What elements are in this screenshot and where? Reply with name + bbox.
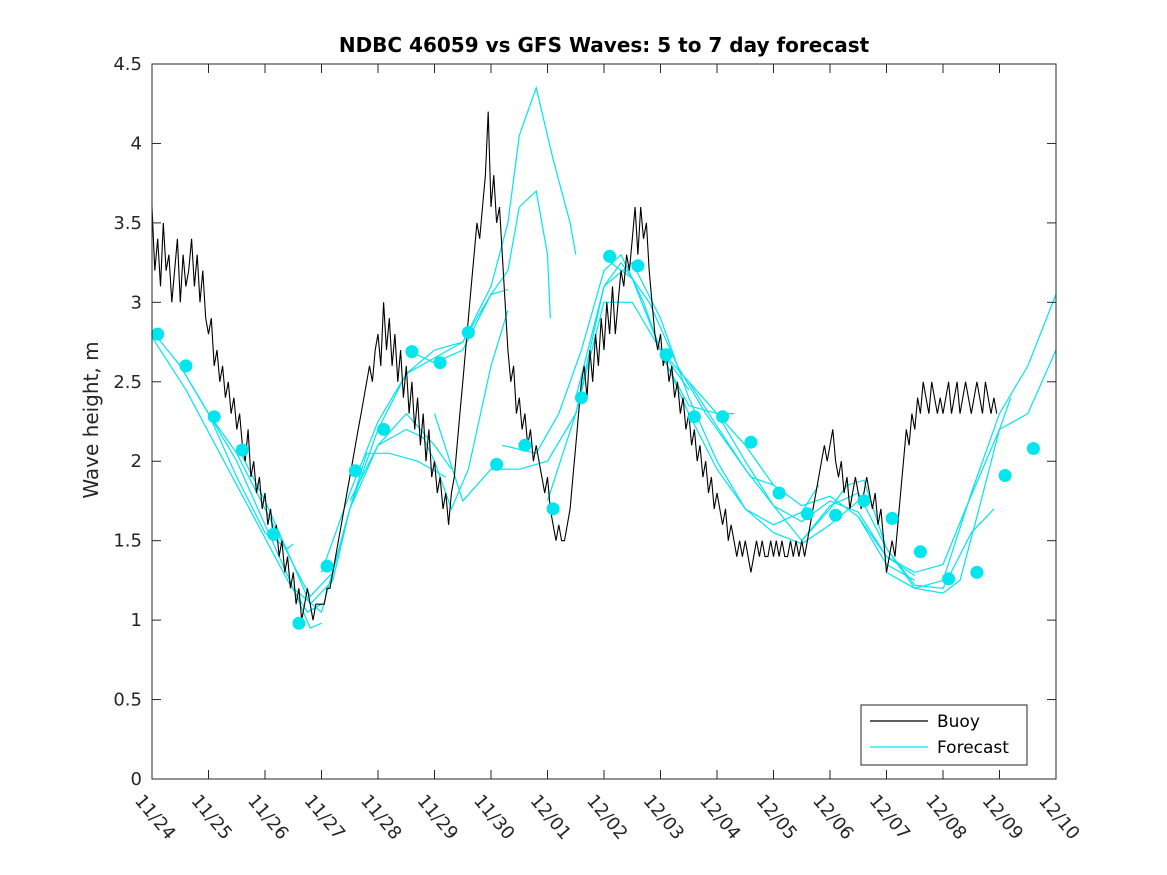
x-tick-label: 11/29 bbox=[413, 791, 462, 844]
forecast-marker bbox=[1026, 442, 1040, 455]
forecast-marker bbox=[574, 391, 588, 405]
forecast-marker bbox=[151, 327, 165, 341]
forecast-marker bbox=[659, 348, 673, 362]
forecast-line bbox=[688, 381, 916, 577]
forecast-marker bbox=[461, 326, 475, 339]
forecast-marker bbox=[546, 502, 560, 516]
x-tick-label: 12/10 bbox=[1034, 791, 1083, 844]
forecast-marker bbox=[267, 527, 280, 541]
forecast-marker bbox=[772, 486, 786, 500]
forecast-marker bbox=[970, 565, 984, 579]
forecast-marker bbox=[603, 249, 617, 263]
forecast-marker bbox=[405, 345, 419, 359]
x-tick-label: 12/02 bbox=[582, 791, 631, 844]
x-tick-label: 12/01 bbox=[526, 791, 575, 844]
forecast-marker bbox=[179, 359, 193, 373]
plot-frame bbox=[151, 63, 1057, 780]
forecast-line bbox=[502, 253, 734, 454]
x-tick-label: 11/25 bbox=[187, 791, 236, 844]
x-tick-label: 12/05 bbox=[752, 791, 801, 844]
forecast-marker bbox=[744, 435, 758, 449]
x-tick-label: 12/09 bbox=[978, 791, 1027, 844]
forecast-marker bbox=[829, 508, 843, 522]
buoy-line bbox=[151, 111, 998, 621]
forecast-marker bbox=[885, 511, 899, 525]
y-tick-label: 0 bbox=[131, 769, 142, 790]
legend-forecast-label: Forecast bbox=[937, 738, 1009, 758]
forecast-line bbox=[857, 349, 1057, 574]
forecast-line bbox=[320, 85, 577, 573]
forecast-line bbox=[603, 257, 859, 545]
chart-title: NDBC 46059 vs GFS Waves: 5 to 7 day fore… bbox=[339, 33, 870, 57]
forecast-marker bbox=[235, 443, 249, 457]
forecast-line bbox=[801, 397, 1012, 594]
forecast-marker bbox=[998, 469, 1012, 482]
x-tick-label: 11/26 bbox=[243, 791, 292, 844]
x-tick-label: 11/24 bbox=[130, 791, 179, 844]
x-tick-label: 11/28 bbox=[356, 791, 405, 844]
forecast-marker bbox=[631, 259, 645, 273]
forecast-marker bbox=[942, 572, 956, 586]
forecast-line bbox=[349, 310, 509, 511]
legend: Buoy Forecast bbox=[860, 704, 1028, 766]
forecast-line bbox=[659, 352, 916, 581]
forecast-marker bbox=[716, 410, 730, 424]
y-tick-label: 0.5 bbox=[113, 690, 142, 711]
y-tick-label: 4.5 bbox=[113, 54, 142, 75]
forecast-marker bbox=[490, 457, 504, 471]
forecast-marker bbox=[320, 559, 334, 573]
forecast-line bbox=[292, 189, 551, 614]
y-tick-label: 1 bbox=[131, 610, 142, 631]
y-tick-label: 1.5 bbox=[113, 531, 142, 552]
forecast-line bbox=[151, 336, 322, 614]
forecast-line bbox=[433, 301, 690, 503]
forecast-marker bbox=[687, 410, 701, 424]
y-tick-label: 2 bbox=[131, 451, 142, 472]
y-tick-label: 4 bbox=[131, 133, 142, 154]
y-tick-label: 2.5 bbox=[113, 372, 142, 393]
forecast-line bbox=[716, 413, 995, 589]
forecast-marker bbox=[518, 438, 532, 452]
forecast-line bbox=[575, 261, 820, 526]
x-tick-label: 11/27 bbox=[300, 791, 349, 844]
forecast-marker bbox=[292, 616, 306, 630]
forecast-marker bbox=[800, 507, 814, 521]
y-axis: 0 0.5 1 1.5 2 2.5 3 3.5 4 4.5 bbox=[113, 54, 1056, 790]
forecast-marker bbox=[857, 494, 871, 508]
y-axis-label: Wave height, m bbox=[79, 341, 103, 498]
legend-box bbox=[860, 704, 1028, 766]
x-tick-label: 12/06 bbox=[808, 791, 857, 844]
x-tick-label: 12/03 bbox=[639, 791, 688, 844]
forecast-marker bbox=[348, 464, 362, 478]
legend-buoy-label: Buoy bbox=[937, 712, 980, 732]
x-tick-label: 11/30 bbox=[469, 791, 518, 844]
plot-area bbox=[151, 85, 1057, 630]
y-tick-label: 3 bbox=[131, 292, 142, 313]
x-tick-label: 12/08 bbox=[921, 791, 970, 844]
y-tick-label: 3.5 bbox=[113, 213, 142, 234]
forecast-marker bbox=[377, 422, 391, 436]
forecast-marker bbox=[433, 356, 447, 370]
forecast-marker bbox=[207, 410, 221, 424]
forecast-line bbox=[406, 289, 509, 364]
x-tick-label: 12/04 bbox=[695, 791, 744, 844]
forecast-marker bbox=[913, 545, 927, 559]
forecast-line bbox=[179, 365, 322, 629]
x-tick-label: 12/07 bbox=[865, 791, 914, 844]
forecast-line bbox=[886, 294, 1057, 589]
